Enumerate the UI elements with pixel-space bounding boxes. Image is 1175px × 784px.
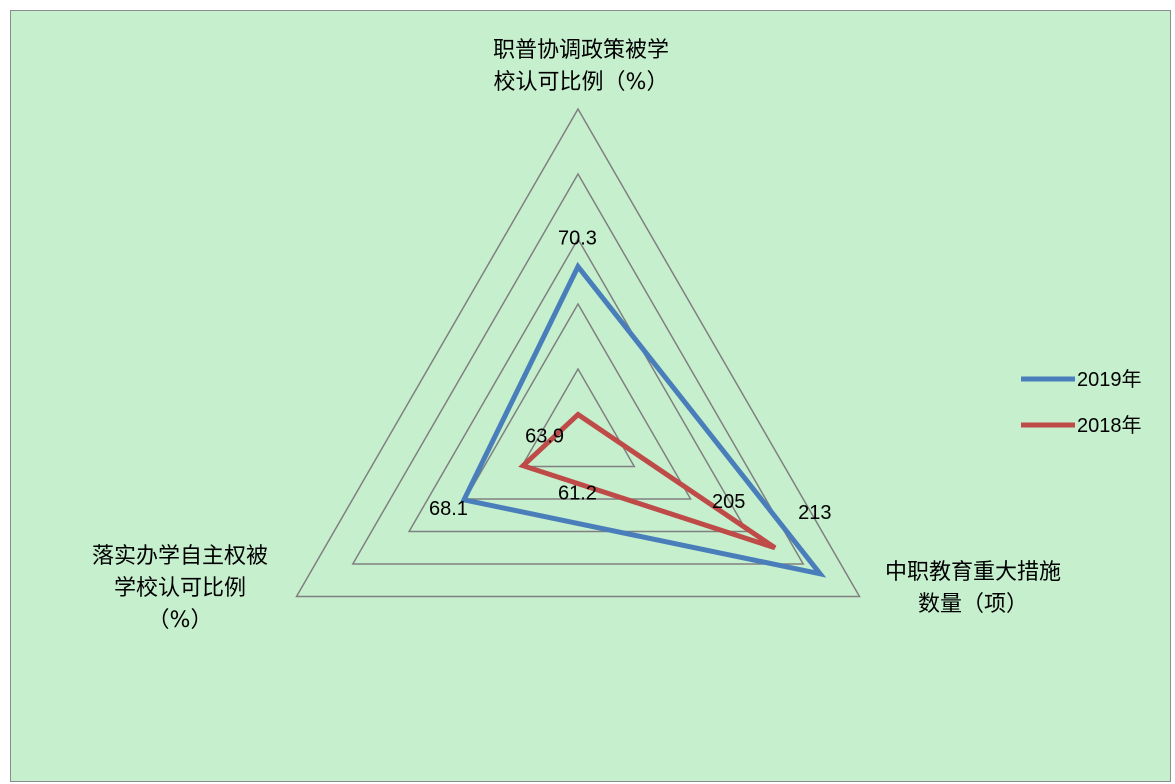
legend-label: 2019年 (1077, 368, 1142, 391)
chart-area: 职普协调政策被学校认可比例（%） 中职教育重大措施数量（项） 落实办学自主权被学校认… (10, 10, 1171, 782)
data-label: 61.2 (558, 483, 597, 505)
grid (295, 107, 861, 598)
legend: 2019年 2018年 (1021, 368, 1142, 437)
data-labels: 70.3 213 68.1 61.2 205 63.9 (429, 228, 831, 524)
series-lines (460, 261, 827, 578)
axis-label-2: 落实办学自主权被学校认可比例 （%） (92, 544, 268, 633)
data-label: 63.9 (525, 426, 564, 448)
grid-ring-5 (295, 107, 861, 598)
series-line-2019年 (460, 261, 827, 578)
axis-label-line: 学校认可比例 (114, 576, 246, 601)
axis-labels: 职普协调政策被学校认可比例（%） 中职教育重大措施数量（项） 落实办学自主权被学校认… (92, 38, 1061, 633)
axis-label-line: 落实办学自主权被 (92, 544, 268, 569)
axis-label-line: 校认可比例（%） (494, 70, 669, 95)
grid-ring-3 (407, 237, 749, 533)
grid-ring-2 (464, 302, 692, 500)
data-label: 205 (712, 491, 745, 513)
axis-label-line: 数量（项） (918, 592, 1028, 617)
data-label: 70.3 (558, 228, 597, 250)
grid-ring-1 (520, 367, 636, 468)
axis-label-line: （%） (148, 608, 213, 633)
axis-label-line: 中职教育重大措施 (885, 560, 1061, 585)
series-line-2018年 (518, 411, 777, 551)
axis-label-0: 职普协调政策被学校认可比例（%） (493, 38, 669, 95)
radar-chart: 职普协调政策被学校认可比例（%） 中职教育重大措施数量（项） 落实办学自主权被学校认… (92, 38, 1142, 633)
axis-label-line: 职普协调政策被学 (493, 38, 669, 63)
grid-ring-4 (351, 172, 805, 565)
data-label: 68.1 (429, 498, 468, 520)
data-label: 213 (798, 502, 831, 524)
legend-label: 2018年 (1077, 414, 1142, 437)
axis-label-1: 中职教育重大措施数量（项） (885, 560, 1061, 617)
